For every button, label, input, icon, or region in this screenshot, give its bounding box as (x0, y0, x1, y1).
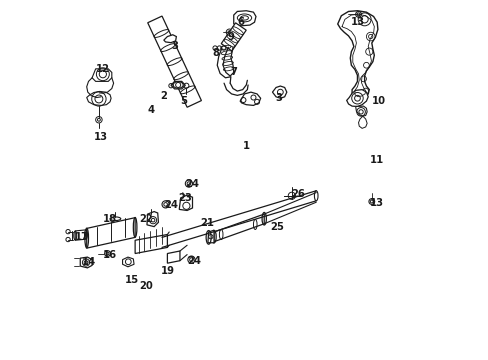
Polygon shape (272, 86, 286, 98)
Text: 15: 15 (124, 275, 138, 285)
Text: 23: 23 (178, 193, 192, 203)
Circle shape (162, 201, 169, 208)
Polygon shape (86, 91, 111, 105)
Text: 6: 6 (237, 17, 244, 27)
Polygon shape (92, 69, 112, 81)
Text: 13: 13 (94, 132, 108, 142)
Text: 5: 5 (180, 96, 186, 106)
Text: 24: 24 (163, 200, 178, 210)
Text: 20: 20 (139, 281, 152, 291)
Polygon shape (75, 230, 86, 240)
Text: 9: 9 (227, 32, 234, 41)
Text: 18: 18 (103, 215, 117, 224)
Text: 21: 21 (200, 218, 213, 228)
Polygon shape (337, 11, 377, 99)
Text: 16: 16 (103, 250, 117, 260)
Polygon shape (233, 11, 255, 26)
Polygon shape (86, 218, 135, 248)
Text: 13: 13 (350, 17, 364, 27)
Polygon shape (135, 234, 167, 253)
Polygon shape (355, 106, 366, 116)
Circle shape (187, 256, 195, 263)
Text: 3: 3 (275, 93, 282, 103)
Text: 26: 26 (291, 189, 305, 199)
Text: 25: 25 (269, 222, 283, 231)
Polygon shape (147, 16, 201, 107)
Polygon shape (80, 257, 92, 268)
Polygon shape (358, 116, 366, 129)
Polygon shape (214, 214, 264, 242)
Text: 12: 12 (96, 64, 110, 74)
Polygon shape (171, 81, 185, 89)
Polygon shape (221, 23, 246, 51)
Text: 19: 19 (160, 266, 174, 276)
Text: 4: 4 (147, 105, 155, 115)
Text: 13: 13 (369, 198, 384, 208)
Text: 3: 3 (171, 41, 178, 50)
Text: 14: 14 (81, 257, 96, 267)
Polygon shape (346, 90, 367, 107)
Text: 17: 17 (74, 232, 88, 242)
Polygon shape (240, 92, 260, 105)
Polygon shape (207, 230, 214, 243)
Text: 1: 1 (242, 141, 249, 151)
Polygon shape (147, 212, 158, 226)
Circle shape (185, 180, 192, 187)
Text: 11: 11 (369, 155, 384, 165)
Polygon shape (167, 251, 180, 263)
Text: 8: 8 (212, 48, 219, 58)
Text: 10: 10 (371, 96, 385, 106)
Polygon shape (179, 195, 192, 211)
Text: 2: 2 (160, 91, 167, 101)
Text: 24: 24 (185, 179, 199, 189)
Polygon shape (163, 35, 176, 42)
Polygon shape (122, 257, 134, 267)
Text: 22: 22 (139, 215, 152, 224)
Text: 24: 24 (187, 256, 201, 266)
Text: 7: 7 (230, 67, 237, 77)
